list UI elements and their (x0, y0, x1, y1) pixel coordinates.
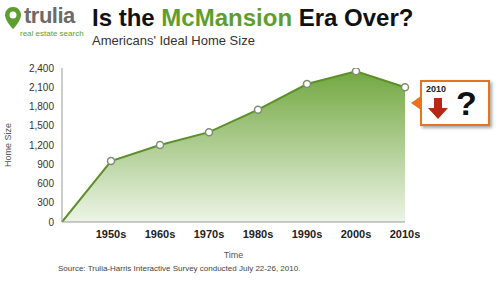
svg-text:600: 600 (37, 178, 54, 189)
svg-text:1970s: 1970s (194, 228, 225, 240)
svg-text:1990s: 1990s (292, 228, 323, 240)
svg-text:1,200: 1,200 (29, 140, 54, 151)
svg-text:Home Size: Home Size (8, 123, 13, 167)
svg-text:1,800: 1,800 (29, 101, 54, 112)
html-text:2010: 2010 (426, 84, 446, 94)
svg-text:0: 0 (48, 217, 54, 228)
html-text:Source: Trulia-Harris Interact: Source: Trulia-Harris Interactive Survey… (58, 264, 301, 273)
svg-text:2,100: 2,100 (29, 82, 54, 93)
svg-text:Time: Time (224, 250, 244, 258)
svg-text:2010s: 2010s (390, 228, 420, 240)
html-text:Is the McMansion Era Over?: Is the McMansion Era Over? (92, 4, 414, 31)
html-text:real estate search: real estate search (20, 29, 84, 38)
html-text:trulia: trulia (24, 3, 75, 28)
svg-text:2,400: 2,400 (29, 63, 54, 74)
svg-text:300: 300 (37, 197, 54, 208)
svg-text:1960s: 1960s (145, 228, 176, 240)
svg-text:900: 900 (37, 159, 54, 170)
svg-text:1980s: 1980s (243, 228, 274, 240)
html-text:Americans' Ideal Home Size: Americans' Ideal Home Size (92, 33, 255, 48)
svg-text:2000s: 2000s (341, 228, 372, 240)
svg-text:1950s: 1950s (96, 228, 127, 240)
svg-text:1,500: 1,500 (29, 120, 54, 131)
